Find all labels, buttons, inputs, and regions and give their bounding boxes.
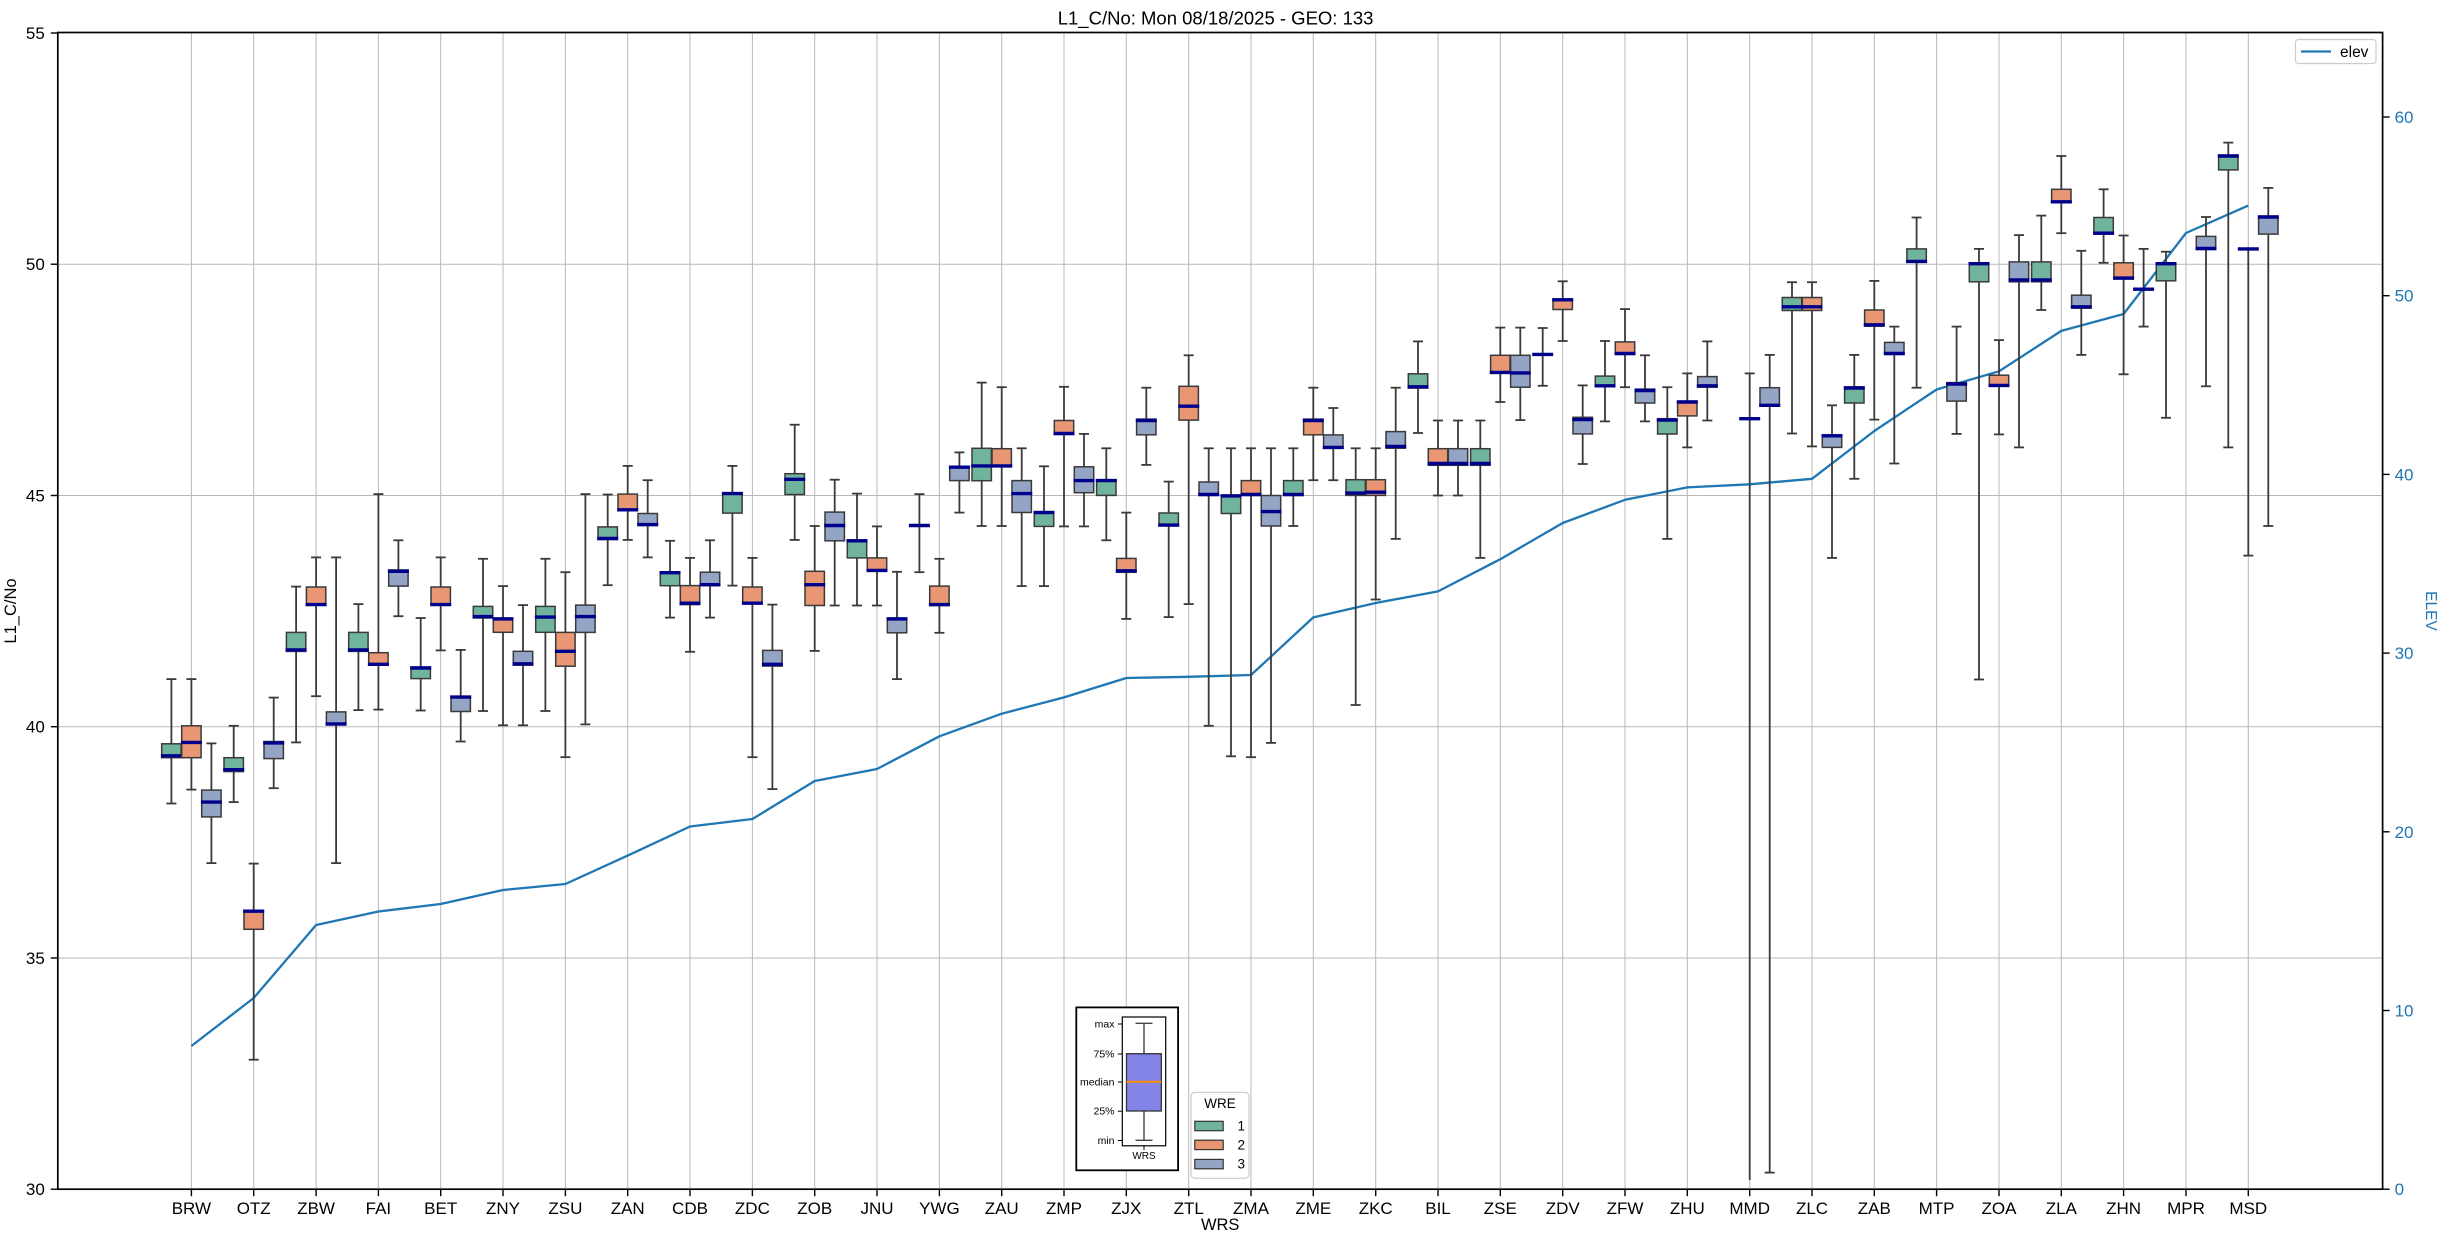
svg-text:3: 3 bbox=[1238, 1157, 1246, 1172]
svg-text:ZAB: ZAB bbox=[1858, 1199, 1891, 1218]
svg-text:20: 20 bbox=[2395, 823, 2414, 842]
svg-text:ZDC: ZDC bbox=[735, 1199, 770, 1218]
svg-text:MTP: MTP bbox=[1919, 1199, 1955, 1218]
svg-text:BRW: BRW bbox=[172, 1199, 211, 1218]
svg-text:BIL: BIL bbox=[1425, 1199, 1451, 1218]
svg-text:ZOB: ZOB bbox=[797, 1199, 832, 1218]
svg-text:WRS: WRS bbox=[1201, 1216, 1240, 1234]
svg-text:ZHU: ZHU bbox=[1670, 1199, 1705, 1218]
svg-text:ZAU: ZAU bbox=[985, 1199, 1019, 1218]
svg-text:WRE: WRE bbox=[1204, 1096, 1236, 1111]
svg-text:median: median bbox=[1080, 1077, 1115, 1089]
svg-text:MSD: MSD bbox=[2229, 1199, 2267, 1218]
svg-text:ZSE: ZSE bbox=[1484, 1199, 1517, 1218]
svg-text:35: 35 bbox=[26, 949, 45, 968]
svg-text:ZBW: ZBW bbox=[297, 1199, 335, 1218]
svg-text:ZFW: ZFW bbox=[1607, 1199, 1644, 1218]
svg-text:OTZ: OTZ bbox=[237, 1199, 271, 1218]
svg-text:ZSU: ZSU bbox=[548, 1199, 582, 1218]
svg-text:25%: 25% bbox=[1093, 1106, 1114, 1118]
svg-text:0: 0 bbox=[2395, 1180, 2404, 1199]
svg-text:ZNY: ZNY bbox=[486, 1199, 520, 1218]
svg-text:50: 50 bbox=[26, 255, 45, 274]
svg-text:30: 30 bbox=[2395, 644, 2414, 663]
svg-text:75%: 75% bbox=[1093, 1049, 1114, 1061]
svg-text:1: 1 bbox=[1238, 1119, 1246, 1134]
svg-text:BET: BET bbox=[424, 1199, 457, 1218]
svg-text:L1_C/No: Mon 08/18/2025 - GEO:: L1_C/No: Mon 08/18/2025 - GEO: 133 bbox=[1058, 8, 1374, 30]
svg-text:MPR: MPR bbox=[2167, 1199, 2205, 1218]
svg-text:10: 10 bbox=[2395, 1002, 2414, 1021]
svg-text:MMD: MMD bbox=[1729, 1199, 1770, 1218]
svg-text:ZKC: ZKC bbox=[1359, 1199, 1393, 1218]
svg-text:FAI: FAI bbox=[366, 1199, 392, 1218]
svg-text:min: min bbox=[1098, 1135, 1115, 1147]
svg-text:L1_C/No: L1_C/No bbox=[2, 578, 20, 643]
svg-text:ZOA: ZOA bbox=[1982, 1199, 2018, 1218]
svg-text:YWG: YWG bbox=[919, 1199, 960, 1218]
svg-text:ZLC: ZLC bbox=[1796, 1199, 1828, 1218]
svg-text:elev: elev bbox=[2340, 44, 2369, 61]
svg-text:ELEV: ELEV bbox=[2422, 591, 2438, 631]
svg-text:ZJX: ZJX bbox=[1111, 1199, 1141, 1218]
svg-text:ZME: ZME bbox=[1295, 1199, 1331, 1218]
svg-text:40: 40 bbox=[26, 718, 45, 737]
svg-text:ZMA: ZMA bbox=[1233, 1199, 1270, 1218]
svg-text:60: 60 bbox=[2395, 108, 2414, 127]
svg-text:55: 55 bbox=[26, 24, 45, 43]
svg-text:ZLA: ZLA bbox=[2046, 1199, 2078, 1218]
svg-text:ZHN: ZHN bbox=[2106, 1199, 2141, 1218]
svg-text:30: 30 bbox=[26, 1180, 45, 1199]
svg-text:2: 2 bbox=[1238, 1137, 1246, 1152]
svg-text:max: max bbox=[1095, 1019, 1116, 1031]
svg-text:ZAN: ZAN bbox=[611, 1199, 645, 1218]
svg-text:45: 45 bbox=[26, 487, 45, 506]
svg-text:50: 50 bbox=[2395, 287, 2414, 306]
svg-text:JNU: JNU bbox=[860, 1199, 893, 1218]
svg-text:40: 40 bbox=[2395, 465, 2414, 484]
svg-text:ZDV: ZDV bbox=[1546, 1199, 1581, 1218]
svg-text:WRS: WRS bbox=[1132, 1151, 1156, 1162]
svg-text:ZTL: ZTL bbox=[1174, 1199, 1204, 1218]
svg-text:CDB: CDB bbox=[672, 1199, 708, 1218]
svg-text:ZMP: ZMP bbox=[1046, 1199, 1082, 1218]
